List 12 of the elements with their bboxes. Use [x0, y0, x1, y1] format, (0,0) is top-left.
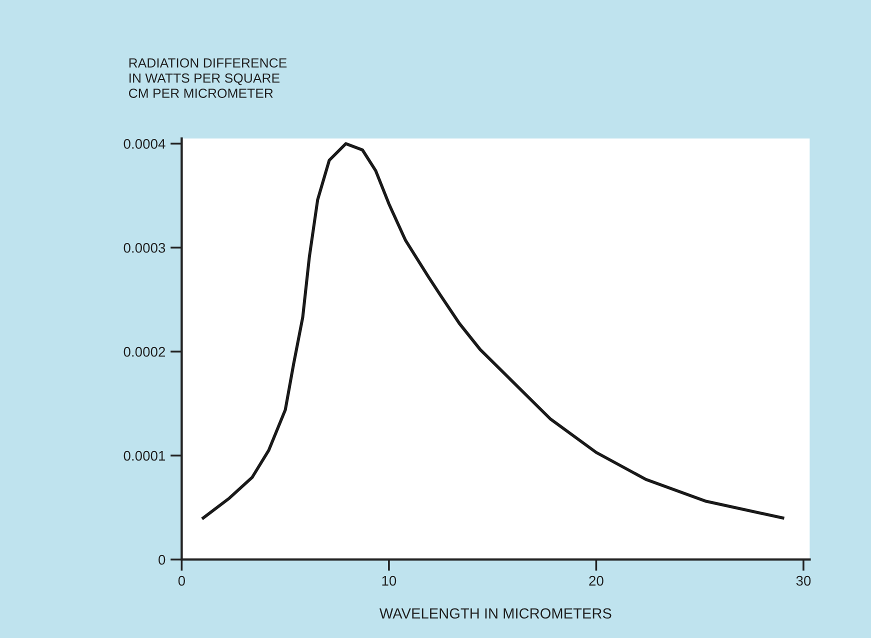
x-tick-label: 20: [589, 576, 604, 586]
x-tick-label: 0: [178, 576, 186, 586]
y-tick-label: 0: [158, 554, 166, 565]
y-tick-label: 0.0002: [124, 346, 166, 357]
y-tick-label: 0.0004: [124, 138, 166, 149]
x-tick-label: 10: [382, 576, 396, 586]
x-tick-label: 30: [796, 576, 811, 586]
y-axis-title: RADIATION DIFFERENCE IN WATTS PER SQUARE CM PER MICROMETER: [128, 58, 287, 98]
y-tick-label: 0.0001: [124, 450, 166, 461]
y-tick-label: 0.0003: [124, 242, 166, 253]
line-series: [202, 142, 784, 520]
x-axis-title: WAVELENGTH IN MICROMETERS: [379, 608, 612, 619]
